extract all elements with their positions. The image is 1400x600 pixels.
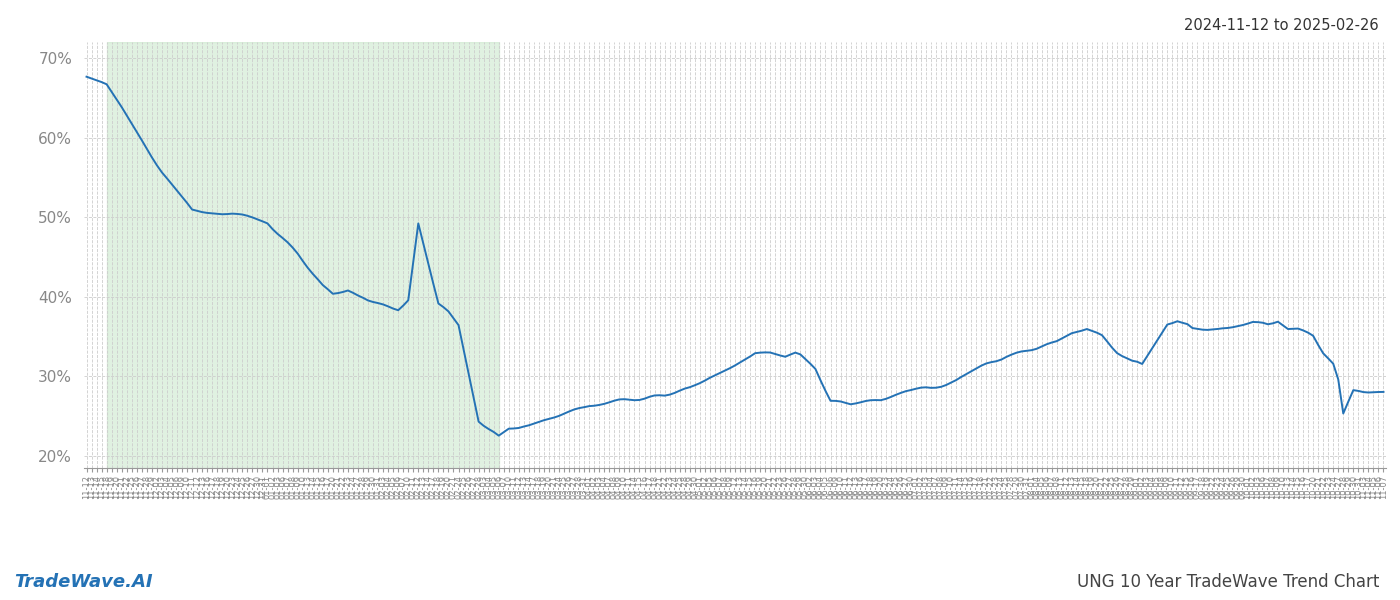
Text: TradeWave.AI: TradeWave.AI	[14, 573, 153, 591]
Bar	[106, 42, 498, 468]
Text: UNG 10 Year TradeWave Trend Chart: UNG 10 Year TradeWave Trend Chart	[1077, 573, 1379, 591]
Text: 2024-11-12 to 2025-02-26: 2024-11-12 to 2025-02-26	[1184, 18, 1379, 33]
